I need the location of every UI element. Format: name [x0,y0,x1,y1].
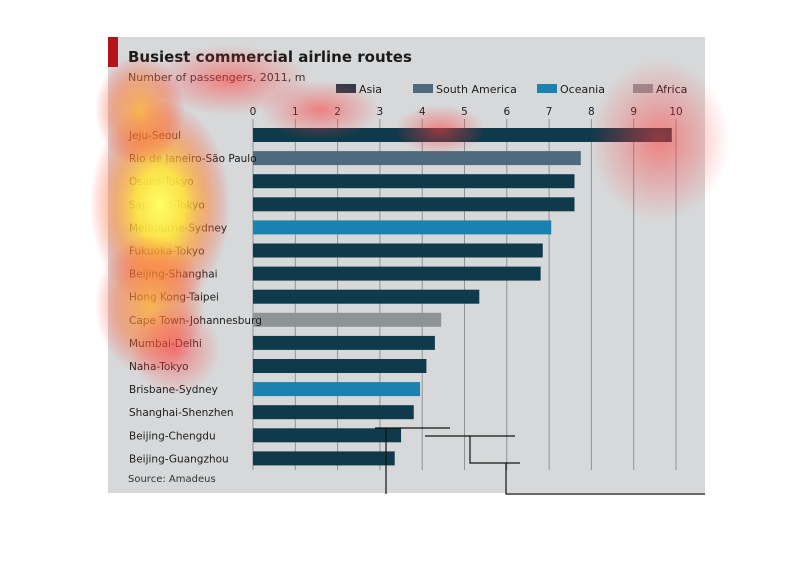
x-tick-label: 1 [292,106,299,118]
bar [253,266,541,281]
source-note: Source: Amadeus [128,474,216,485]
bar [253,405,414,420]
bar [253,220,552,235]
category-label: Cape Town-Johannesburg [129,315,262,327]
x-tick-label: 7 [546,106,553,118]
category-label: Fukuoka-Tokyo [129,246,205,258]
bar [253,312,442,327]
bar [253,151,581,166]
x-tick-label: 3 [377,106,384,118]
x-tick-labels: 0 1 2 3 4 5 6 7 8 9 10 [250,106,683,118]
bar [253,289,480,304]
legend-swatch [413,84,433,93]
category-label: Osaka-Tokyo [129,176,194,188]
bar [253,174,575,189]
category-label: Shanghai-Shenzhen [129,407,234,419]
bar [253,382,421,397]
legend-swatch [537,84,557,93]
bar [253,128,672,142]
category-label: Jeju-Seoul [128,130,181,142]
legend-swatch [633,84,653,93]
x-tick-label: 0 [250,106,257,118]
title-accent-bar [108,37,118,67]
x-tick-label: 9 [630,106,637,118]
category-label: Rio de Janeiro-São Paulo [129,153,257,165]
bar [253,359,427,373]
category-labels: Jeju-Seoul Rio de Janeiro-São Paulo Osaka-… [128,130,262,465]
bar [253,451,395,466]
category-label: Hong Kong-Taipei [129,292,219,304]
legend-swatch [336,84,356,93]
legend-label: Asia [359,83,382,96]
bar [253,243,543,258]
legend: Asia South America Oceania Africa [336,83,687,96]
x-tick-label: 10 [669,106,682,118]
x-tick-label: 2 [334,106,341,118]
legend-label: Oceania [560,83,605,96]
category-label: Brisbane-Sydney [129,384,218,396]
category-label: Naha-Tokyo [129,361,189,373]
legend-label: Africa [656,83,687,96]
category-label: Melbourne-Sydney [129,222,227,234]
bar [253,335,435,350]
bar [253,197,575,212]
x-tick-label: 4 [419,106,426,118]
category-label: Mumbai-Delhi [129,338,202,350]
category-label: Sapporo-Tokyo [129,199,205,211]
bar [253,428,402,443]
category-label: Beijing-Shanghai [129,269,218,281]
bars [253,128,672,466]
category-label: Beijing-Guangzhou [129,453,229,465]
category-label: Beijing-Chengdu [129,430,216,442]
x-tick-label: 6 [503,106,510,118]
x-tick-label: 5 [461,106,468,118]
x-tick-label: 8 [588,106,595,118]
legend-label: South America [436,83,517,96]
